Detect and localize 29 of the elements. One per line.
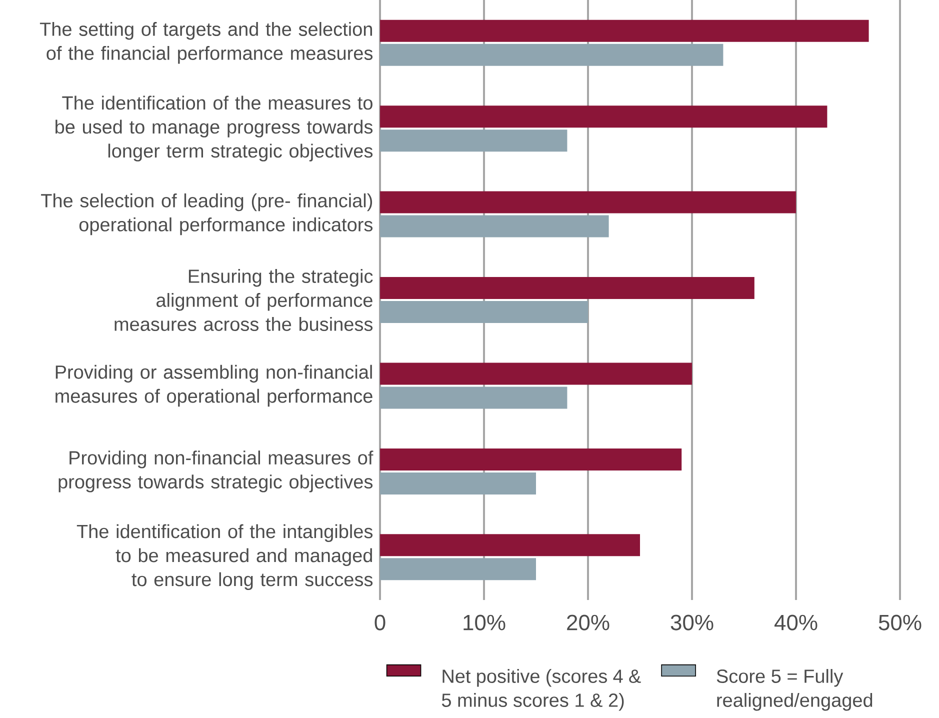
bar bbox=[380, 106, 828, 128]
y-tick-label: The identification of the measures to be used to manage progress towards longer term strategic objectives bbox=[56, 96, 373, 162]
bar bbox=[380, 362, 692, 385]
bar bbox=[380, 20, 869, 42]
x-tick-label: 30% bbox=[670, 614, 714, 630]
y-tick-label: Providing non-financial measures of progress towards strategic objectives bbox=[58, 450, 374, 492]
bar bbox=[380, 534, 640, 556]
bar bbox=[380, 448, 682, 470]
bar bbox=[380, 191, 796, 214]
x-tick-label: 20% bbox=[567, 614, 610, 630]
bar bbox=[380, 215, 609, 238]
y-tick-label: Ensuring the strategic alignment of performance measures across the business bbox=[114, 269, 373, 331]
bar bbox=[380, 130, 568, 152]
legend-label: Net positive (scores 4 & 5 minus scores 1 & 2) bbox=[442, 669, 641, 711]
bar bbox=[380, 277, 754, 300]
bar bbox=[380, 558, 536, 580]
bar bbox=[380, 44, 724, 66]
bar bbox=[380, 472, 536, 494]
bar bbox=[380, 301, 588, 324]
x-tick-label: 40% bbox=[774, 614, 818, 630]
x-tick-label: 10% bbox=[464, 614, 506, 630]
y-tick-label: The identification of the intangibles to be measured and managed to ensure long term success bbox=[76, 524, 373, 590]
y-tick-label: The selection of leading (pre- financial) operational performance indicators bbox=[41, 193, 373, 236]
x-tick-label: 50% bbox=[878, 614, 922, 630]
legend-label: Score 5 = Fully realigned/engaged bbox=[716, 669, 872, 711]
y-tick-label: The setting of targets and the selection of the financial performance measures bbox=[40, 22, 373, 64]
bar bbox=[380, 386, 568, 409]
x-tick-label: 0 bbox=[374, 614, 386, 630]
y-tick-label: Providing or assembling non-financial measures of operational performance bbox=[56, 364, 372, 407]
